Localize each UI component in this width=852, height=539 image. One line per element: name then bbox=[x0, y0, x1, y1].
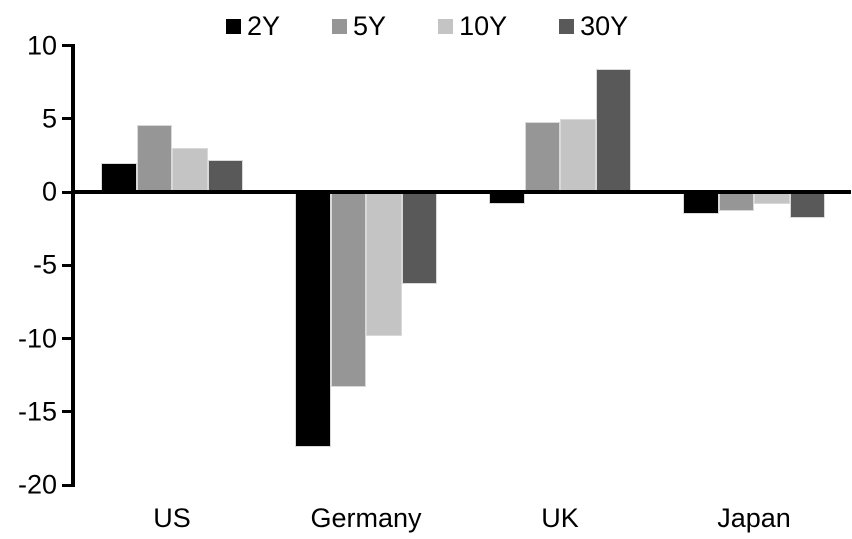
legend-swatch-icon bbox=[332, 18, 348, 34]
legend: 2Y 5Y 10Y 30Y bbox=[226, 11, 628, 41]
y-axis-tick bbox=[62, 483, 75, 487]
bar-10y-germany bbox=[366, 192, 402, 336]
y-axis-tick-label: -10 bbox=[17, 323, 57, 353]
y-axis-tick bbox=[62, 190, 75, 194]
y-axis-tick-label: 5 bbox=[41, 103, 57, 134]
bar-5y-uk bbox=[524, 121, 560, 192]
bar-2y-germany bbox=[295, 192, 331, 447]
bar-10y-us bbox=[172, 148, 208, 192]
legend-swatch-icon bbox=[438, 18, 454, 34]
legend-swatch-icon bbox=[226, 18, 241, 34]
category-label-germany: Germany bbox=[310, 503, 422, 533]
y-axis-tick bbox=[62, 337, 75, 340]
bar-2y-japan bbox=[683, 192, 719, 214]
legend-item-10y: 10Y bbox=[438, 11, 507, 41]
category-label-japan: Japan bbox=[717, 503, 791, 533]
y-axis-tick bbox=[62, 117, 75, 121]
y-axis-tick bbox=[62, 410, 75, 414]
y-axis-tick-label: 0 bbox=[41, 176, 57, 207]
legend-label: 10Y bbox=[459, 11, 508, 41]
y-axis-tick-label: -5 bbox=[32, 249, 57, 280]
legend-label: 5Y bbox=[353, 11, 387, 41]
category-label-uk: UK bbox=[541, 503, 579, 533]
bar-30y-japan bbox=[789, 192, 825, 219]
bar-30y-uk bbox=[595, 68, 631, 192]
y-axis-tick-label: -20 bbox=[17, 469, 57, 500]
bar-30y-us bbox=[207, 159, 243, 192]
y-axis-tick-label: 10 bbox=[26, 30, 57, 60]
bar-30y-germany bbox=[401, 192, 437, 285]
category-label-us: US bbox=[153, 503, 191, 533]
bar-2y-us bbox=[101, 162, 137, 192]
legend-label: 2Y bbox=[247, 11, 281, 41]
bar-5y-germany bbox=[330, 192, 366, 387]
legend-item-2y: 2Y bbox=[226, 11, 280, 41]
legend-label: 30Y bbox=[580, 11, 629, 41]
y-axis-tick-label: -15 bbox=[17, 396, 57, 427]
y-axis-tick bbox=[62, 44, 75, 47]
zero-baseline bbox=[71, 190, 851, 194]
legend-item-30y: 30Y bbox=[559, 11, 628, 41]
bar-5y-japan bbox=[718, 192, 754, 212]
y-axis-tick bbox=[62, 263, 75, 267]
bar-5y-us bbox=[136, 124, 172, 192]
legend-swatch-icon bbox=[559, 18, 575, 34]
bar-10y-uk bbox=[560, 118, 596, 192]
legend-item-5y: 5Y bbox=[332, 11, 386, 41]
